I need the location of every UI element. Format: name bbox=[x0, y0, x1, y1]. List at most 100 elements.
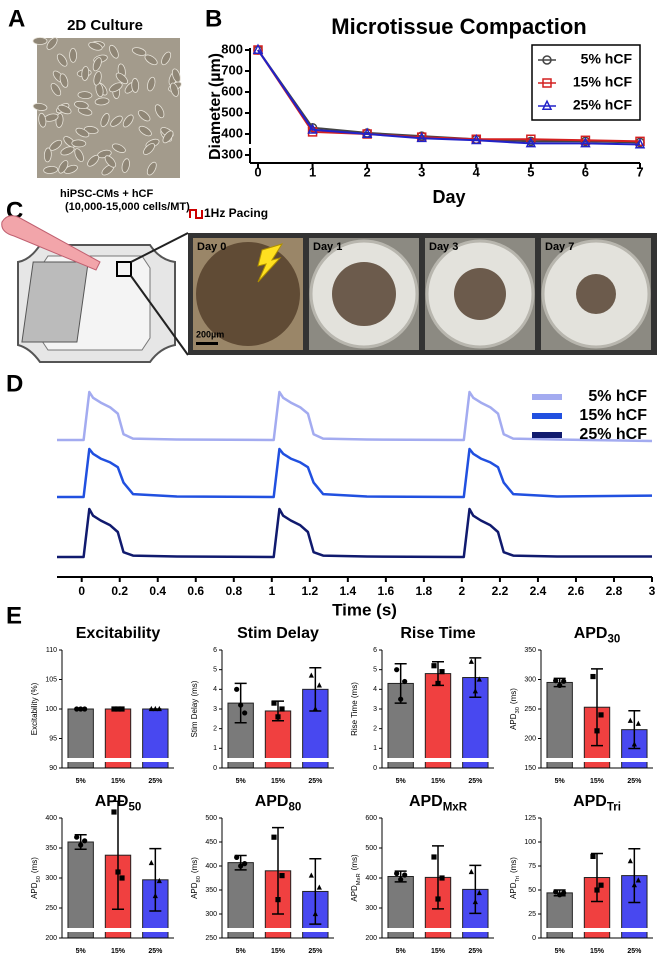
marker bbox=[115, 869, 121, 875]
y-tick-label: 3 bbox=[373, 706, 377, 713]
x-tick-label: 25% bbox=[308, 948, 323, 955]
cell bbox=[131, 78, 140, 93]
pacing-bolt bbox=[257, 243, 284, 283]
x-tick-label: 3 bbox=[649, 584, 656, 598]
marker bbox=[431, 854, 437, 860]
y-tick-label: 400 bbox=[205, 863, 217, 870]
marker bbox=[553, 889, 559, 895]
day-label: Day 3 bbox=[429, 241, 458, 253]
y-tick-label: 200 bbox=[365, 935, 377, 942]
cell bbox=[161, 51, 172, 66]
y-axis-label-main: APD bbox=[350, 885, 359, 902]
y-tick-label: 0 bbox=[373, 765, 377, 772]
day-label: Day 1 bbox=[313, 241, 342, 253]
x-tick-label: 1.2 bbox=[301, 584, 318, 598]
y-tick-label: 350 bbox=[205, 887, 217, 894]
chart-title-subscript: 30 bbox=[607, 634, 620, 646]
marker bbox=[435, 680, 441, 687]
x-tick-label: 15% bbox=[271, 948, 286, 955]
error-bar bbox=[149, 847, 162, 912]
y-tick-label: 250 bbox=[205, 935, 217, 942]
x-tick-label: 0.6 bbox=[187, 584, 204, 598]
panel-label: A bbox=[8, 5, 25, 32]
x-tick-label: 25% bbox=[148, 778, 163, 785]
micrographs: Day 0 Day 1 Day 3 Day 7 200µm bbox=[193, 238, 651, 350]
y-tick-label: 300 bbox=[221, 146, 243, 161]
cell bbox=[49, 139, 63, 151]
y-axis-label-main: Excitability (%) bbox=[30, 682, 39, 735]
y-tick-label: 2 bbox=[373, 726, 377, 733]
chart-title: APD30 bbox=[574, 625, 621, 645]
cell bbox=[122, 114, 134, 128]
y-tick-label: 1 bbox=[213, 745, 217, 752]
cell bbox=[43, 147, 52, 163]
marker bbox=[82, 706, 88, 712]
x-tick-label: 25% bbox=[468, 778, 483, 785]
scale-label: 200µm bbox=[196, 329, 224, 339]
y-axis-label: APDMxR (ms) bbox=[350, 854, 361, 902]
cell bbox=[100, 113, 110, 128]
y-tick-label: 4 bbox=[373, 686, 377, 693]
y-tick-label: 600 bbox=[365, 815, 377, 822]
tissue bbox=[454, 268, 506, 320]
device-diagram bbox=[1, 209, 203, 363]
x-tick-label: 25% bbox=[308, 778, 323, 785]
cell bbox=[50, 82, 62, 97]
marker bbox=[234, 686, 240, 692]
marker bbox=[631, 741, 637, 747]
y-axis-label-main: Rise Time (ms) bbox=[350, 682, 359, 736]
marker bbox=[557, 892, 563, 898]
legend-label: 5% hCF bbox=[588, 388, 647, 405]
marker bbox=[148, 705, 154, 712]
x-tick-label: 15% bbox=[431, 778, 446, 785]
y-tick-label: 110 bbox=[46, 647, 57, 654]
marker bbox=[312, 705, 318, 712]
y-tick-label: 300 bbox=[524, 676, 536, 683]
chart-title-main: APD bbox=[574, 625, 608, 642]
marker bbox=[476, 676, 482, 682]
marker bbox=[635, 720, 641, 726]
cell bbox=[162, 130, 174, 144]
panel-label: B bbox=[205, 5, 222, 32]
y-tick-label: 6 bbox=[213, 647, 217, 654]
x-tick-label: 5% bbox=[236, 778, 247, 785]
cell bbox=[93, 71, 102, 86]
y-tick-label: 4 bbox=[213, 686, 217, 693]
y-axis-label-unit: (ms) bbox=[509, 688, 518, 704]
tissue bbox=[332, 262, 396, 326]
y-tick-label: 450 bbox=[205, 839, 217, 846]
cell bbox=[104, 155, 117, 168]
marker bbox=[398, 696, 404, 702]
cell bbox=[111, 143, 126, 153]
y-axis-label-main: APD bbox=[190, 882, 199, 899]
marker bbox=[148, 859, 154, 866]
marker bbox=[525, 136, 537, 148]
error-bar bbox=[628, 847, 641, 904]
x-tick-label: 5% bbox=[555, 948, 566, 955]
cell bbox=[110, 115, 123, 127]
x-tick-label: 1.6 bbox=[378, 584, 395, 598]
marker bbox=[553, 678, 559, 684]
marker bbox=[238, 863, 244, 869]
marker bbox=[152, 892, 158, 899]
cell bbox=[144, 54, 158, 66]
x-tick-label: 7 bbox=[636, 164, 643, 179]
marker bbox=[238, 702, 244, 708]
axis-break bbox=[537, 758, 653, 762]
cell bbox=[74, 100, 89, 110]
cell bbox=[46, 37, 58, 50]
y-axis-label: Rise Time (ms) bbox=[350, 682, 359, 736]
cell bbox=[77, 91, 93, 100]
cell bbox=[69, 47, 77, 63]
x-tick-label: 5% bbox=[396, 778, 407, 785]
cell bbox=[94, 97, 110, 106]
marker bbox=[439, 875, 445, 881]
cell bbox=[131, 47, 147, 56]
x-tick-label: 0.2 bbox=[111, 584, 128, 598]
y-tick-label: 100 bbox=[524, 839, 536, 846]
cell bbox=[143, 143, 155, 155]
y-tick-label: 500 bbox=[205, 815, 217, 822]
cell bbox=[87, 154, 100, 167]
y-axis-label-unit: (ms) bbox=[350, 854, 359, 870]
y-axis-label-subscript: 80 bbox=[195, 876, 201, 882]
